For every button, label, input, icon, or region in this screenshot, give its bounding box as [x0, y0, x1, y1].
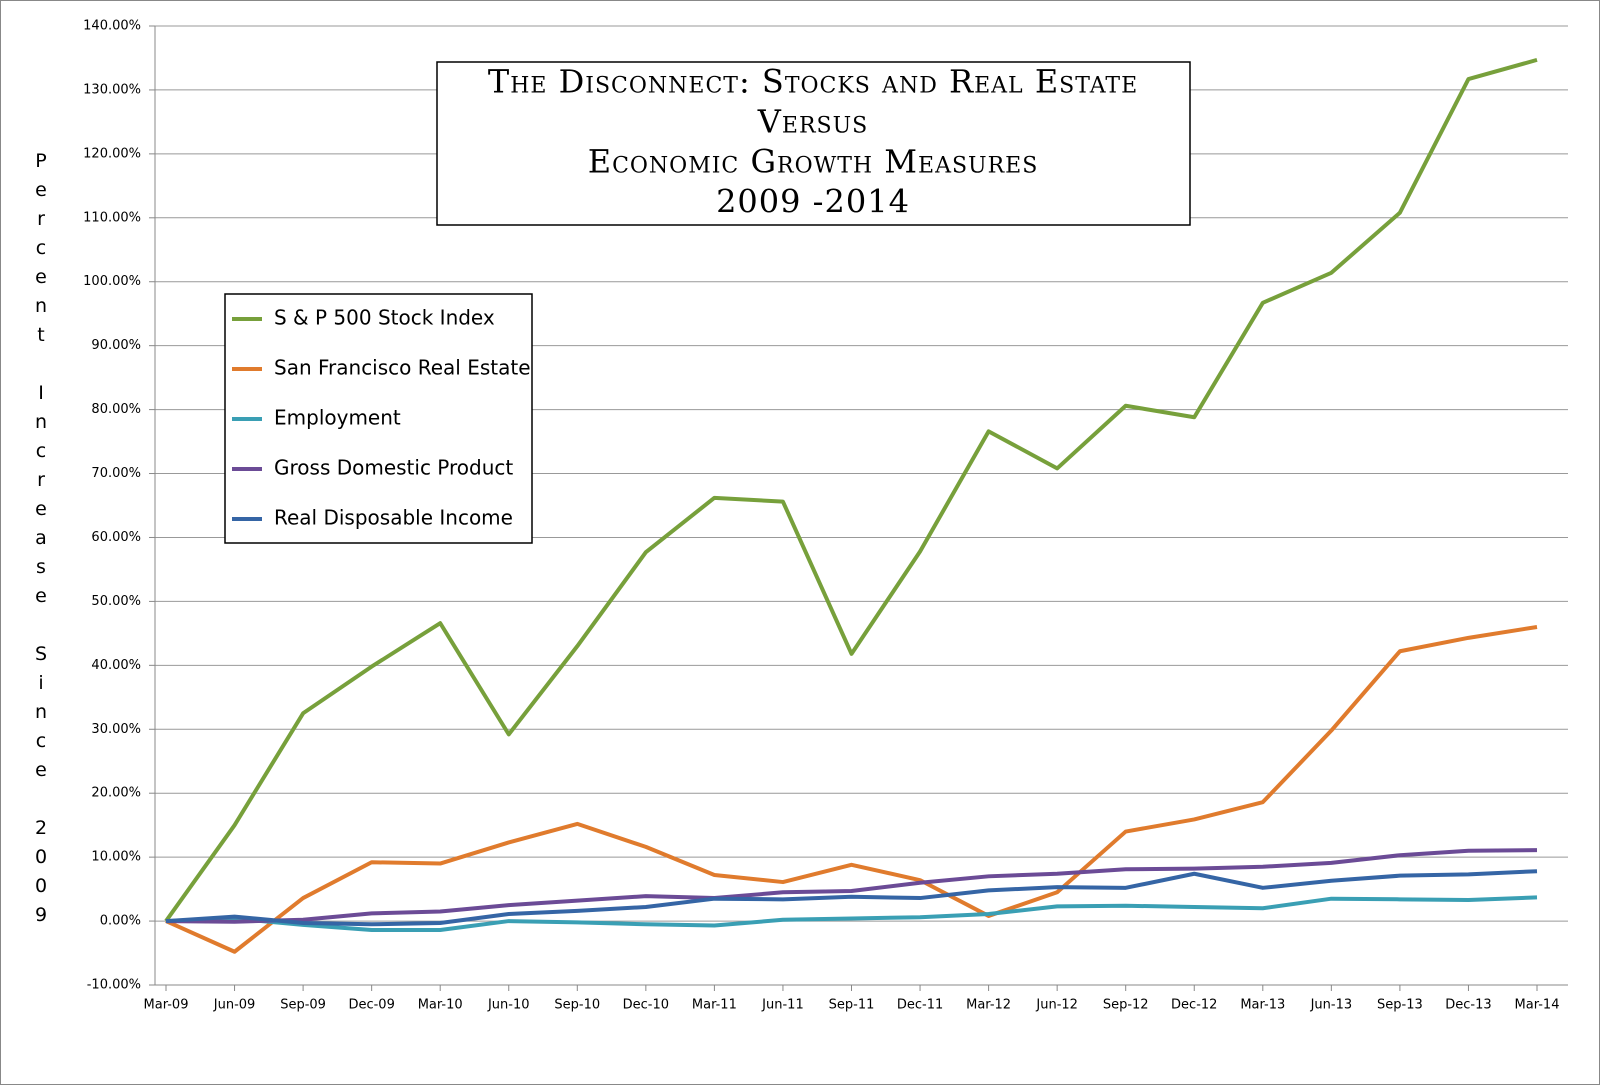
series-line: [165, 848, 1538, 924]
y-tick-label: 90.00%: [91, 338, 141, 353]
y-tick-label: -10.00%: [87, 978, 141, 993]
x-tick-label: Jun-13: [1310, 998, 1353, 1013]
x-tick-label: Jun-11: [761, 998, 804, 1013]
x-tick-label: Jun-10: [487, 998, 530, 1013]
y-tick-label: 110.00%: [83, 210, 141, 225]
y-tick-label: 100.00%: [83, 274, 141, 289]
x-tick-label: Sep-13: [1377, 998, 1423, 1013]
series-line: [165, 869, 1538, 927]
y-tick-label: 60.00%: [91, 530, 141, 545]
y-tick-label: 80.00%: [91, 402, 141, 417]
y-tick-label: 20.00%: [91, 786, 141, 801]
series-line: [165, 624, 1538, 954]
series-line: [164, 57, 1538, 923]
chart-title: Versus: [757, 103, 868, 141]
legend-label: S & P 500 Stock Index: [274, 306, 495, 330]
x-tick-label: Dec-09: [348, 998, 394, 1013]
x-tick-label: Sep-10: [554, 998, 600, 1013]
legend-box: [224, 293, 533, 544]
x-tick-label: Jun-12: [1035, 998, 1078, 1013]
chart-title: 2009 -2014: [716, 183, 910, 221]
title-box: [436, 61, 1191, 226]
y-tick-label: 140.00%: [83, 19, 141, 34]
legend-label: Employment: [274, 406, 401, 430]
x-tick-label: Mar-11: [692, 998, 737, 1013]
x-tick-label: Mar-12: [966, 998, 1011, 1013]
y-tick-label: 0.00%: [100, 914, 141, 929]
x-tick-label: Dec-10: [623, 998, 669, 1013]
x-tick-label: Dec-11: [897, 998, 943, 1013]
x-tick-label: Mar-10: [418, 998, 463, 1013]
y-tick-label: 30.00%: [91, 722, 141, 737]
y-tick-label: 40.00%: [91, 658, 141, 673]
x-tick-label: Sep-12: [1103, 998, 1149, 1013]
x-tick-label: Sep-09: [280, 998, 326, 1013]
y-tick-label: 50.00%: [91, 594, 141, 609]
y-tick-label: 130.00%: [83, 82, 141, 97]
x-tick-label: Sep-11: [829, 998, 875, 1013]
x-tick-label: Dec-12: [1171, 998, 1217, 1013]
x-tick-label: Mar-09: [144, 998, 189, 1013]
y-tick-label: 10.00%: [91, 850, 141, 865]
y-axis-label: Percent Increase Since 2009: [30, 150, 52, 933]
legend-label: San Francisco Real Estate: [274, 356, 531, 380]
series-line: [165, 895, 1538, 933]
x-tick-label: Jun-09: [213, 998, 256, 1013]
x-tick-label: Mar-14: [1515, 998, 1560, 1013]
x-tick-label: Mar-13: [1240, 998, 1285, 1013]
y-tick-label: 120.00%: [83, 146, 141, 161]
legend-label: Gross Domestic Product: [274, 456, 513, 480]
legend-label: Real Disposable Income: [274, 506, 513, 530]
x-tick-label: Dec-13: [1445, 998, 1491, 1013]
chart-title: Economic Growth Measures: [588, 143, 1039, 181]
chart-title: The Disconnect: Stocks and Real Estate: [488, 63, 1138, 101]
y-tick-label: 70.00%: [91, 466, 141, 481]
